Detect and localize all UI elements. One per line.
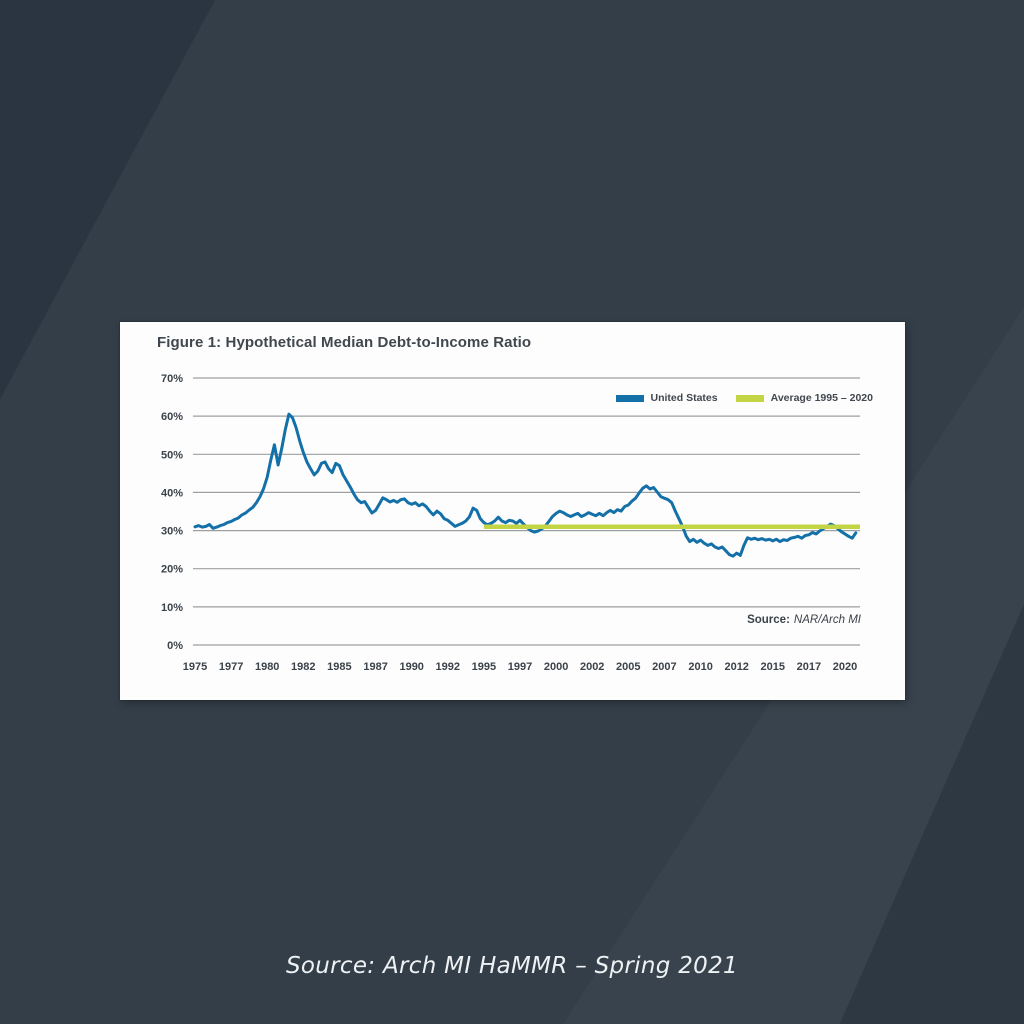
legend-item-average: Average 1995 – 2020 xyxy=(735,392,873,404)
legend-swatch-united-states-icon xyxy=(615,394,644,402)
svg-text:2010: 2010 xyxy=(688,661,712,673)
legend-label-average: Average 1995 – 2020 xyxy=(770,392,873,404)
svg-text:2012: 2012 xyxy=(724,661,748,673)
svg-text:1982: 1982 xyxy=(291,661,315,673)
svg-text:1995: 1995 xyxy=(472,661,496,673)
legend-swatch-average-icon xyxy=(735,394,764,402)
svg-text:20%: 20% xyxy=(161,564,183,576)
svg-text:2017: 2017 xyxy=(797,661,821,673)
svg-text:1975: 1975 xyxy=(183,661,207,673)
svg-text:2000: 2000 xyxy=(544,661,568,673)
chart-legend: United States Average 1995 – 2020 xyxy=(615,392,873,404)
slide-caption: Source: Arch MI HaMMR – Spring 2021 xyxy=(286,953,738,979)
svg-text:1985: 1985 xyxy=(327,661,351,673)
svg-text:2020: 2020 xyxy=(833,661,857,673)
svg-text:10%: 10% xyxy=(161,602,183,614)
svg-text:1977: 1977 xyxy=(219,661,243,673)
svg-text:2015: 2015 xyxy=(761,661,785,673)
legend-label-united-states: United States xyxy=(650,392,718,404)
figure-card: Figure 1: Hypothetical Median Debt-to-In… xyxy=(120,322,905,700)
svg-text:1987: 1987 xyxy=(363,661,387,673)
svg-text:50%: 50% xyxy=(161,449,183,461)
source-value: NAR/Arch MI xyxy=(793,614,861,626)
svg-text:2007: 2007 xyxy=(652,661,676,673)
svg-text:1997: 1997 xyxy=(508,661,532,673)
figure-title: Figure 1: Hypothetical Median Debt-to-In… xyxy=(157,334,532,351)
chart-source-note: Source: NAR/Arch MI xyxy=(747,614,861,626)
dti-line-chart: 70% 60% 50% 40% 30% 20% 10% 0%1975 1977 1980 1982 1… xyxy=(161,373,860,673)
svg-text:2002: 2002 xyxy=(580,661,604,673)
svg-text:60%: 60% xyxy=(161,411,183,423)
source-label: Source: xyxy=(747,614,790,626)
legend-item-united-states: United States xyxy=(615,392,718,404)
svg-text:30%: 30% xyxy=(161,526,183,538)
svg-text:0%: 0% xyxy=(167,640,183,652)
svg-text:40%: 40% xyxy=(161,487,183,499)
svg-text:1990: 1990 xyxy=(399,661,423,673)
svg-text:70%: 70% xyxy=(161,373,183,385)
svg-text:2005: 2005 xyxy=(616,661,640,673)
svg-text:1992: 1992 xyxy=(436,661,460,673)
svg-text:1980: 1980 xyxy=(255,661,279,673)
